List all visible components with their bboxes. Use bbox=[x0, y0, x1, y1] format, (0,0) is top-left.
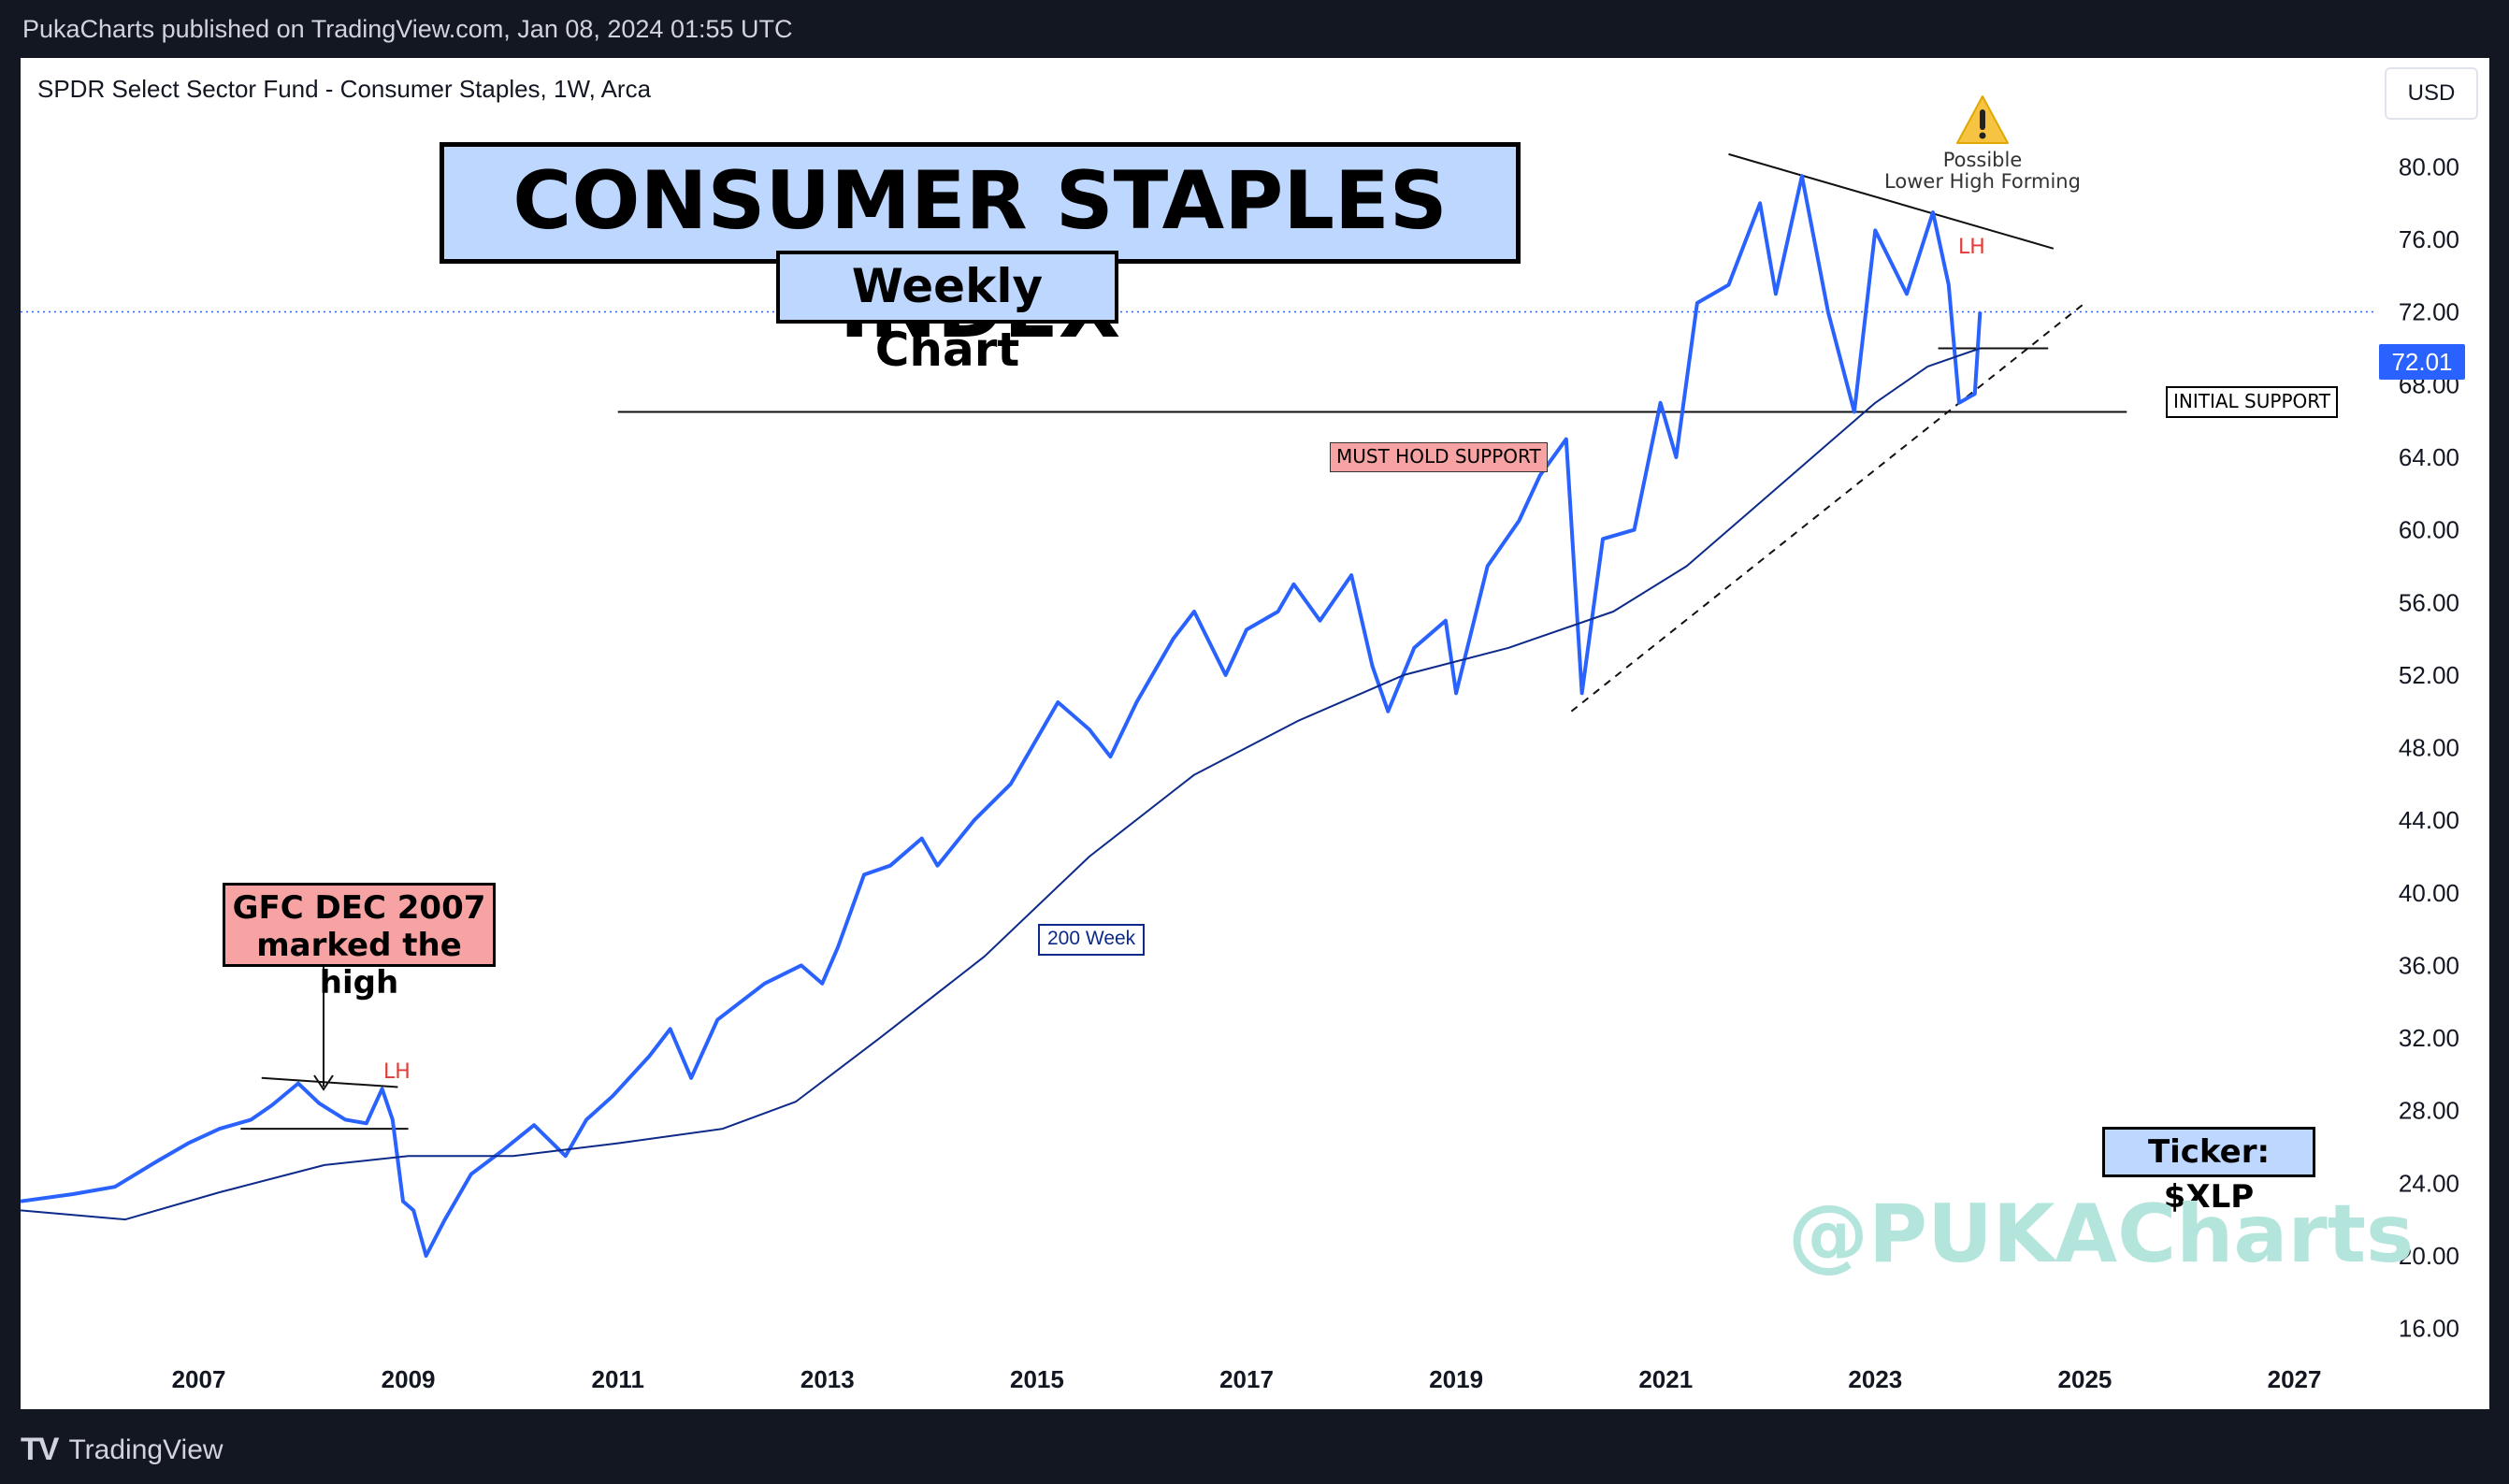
gfc-note: GFC DEC 2007 marked the high bbox=[223, 883, 496, 1001]
y-tick-label: 32.00 bbox=[2399, 1024, 2459, 1052]
y-tick-label: 44.00 bbox=[2399, 806, 2459, 834]
lower-high-warning: Possible Lower High Forming bbox=[1870, 94, 2095, 193]
watermark: @PUKACharts bbox=[1788, 1188, 2415, 1281]
gfc-note-line1: GFC DEC 2007 bbox=[232, 889, 486, 927]
x-tick-label: 2015 bbox=[1010, 1365, 1064, 1393]
x-tick-label: 2009 bbox=[382, 1365, 436, 1393]
warning-line2: Lower High Forming bbox=[1884, 170, 2081, 193]
y-tick-label: 16.00 bbox=[2399, 1315, 2459, 1343]
tradingview-logo-icon: TV bbox=[21, 1432, 59, 1467]
y-tick-label: 60.00 bbox=[2399, 516, 2459, 544]
x-tick-label: 2007 bbox=[172, 1365, 226, 1393]
y-tick-label: 56.00 bbox=[2399, 588, 2459, 616]
ma-200-label: 200 Week bbox=[1038, 924, 1146, 956]
uptrend-support-line bbox=[1570, 302, 2086, 713]
tradingview-logo[interactable]: TV TradingView bbox=[21, 1432, 224, 1468]
y-tick-label: 72.00 bbox=[2399, 298, 2459, 326]
warning-line1: Possible bbox=[1942, 149, 2023, 171]
x-tick-label: 2027 bbox=[2268, 1365, 2322, 1393]
footer-bar: TV TradingView bbox=[0, 1409, 2509, 1484]
y-tick-label: 64.00 bbox=[2399, 443, 2459, 471]
symbol-title: SPDR Select Sector Fund - Consumer Stapl… bbox=[37, 75, 652, 103]
downtrend-resistance-line bbox=[1728, 152, 2055, 250]
initial-support-label: INITIAL SUPPORT bbox=[2166, 386, 2338, 418]
must-hold-support-label: MUST HOLD SUPPORT bbox=[1330, 442, 1548, 472]
y-tick-label: 52.00 bbox=[2399, 661, 2459, 689]
y-tick-label: 28.00 bbox=[2399, 1097, 2459, 1125]
chart-title-annotation: CONSUMER STAPLES INDEX bbox=[440, 142, 1521, 356]
x-tick-label: 2019 bbox=[1429, 1365, 1483, 1393]
gfc-note-line2: marked the high bbox=[256, 927, 462, 1001]
chart-panel[interactable] bbox=[21, 58, 2489, 1409]
chart-subtitle-annotation: Weekly Chart bbox=[776, 251, 1118, 377]
price-series-line bbox=[20, 174, 1983, 1258]
y-tick-label: 48.00 bbox=[2399, 734, 2459, 762]
y-tick-label: 80.00 bbox=[2399, 152, 2459, 180]
x-tick-label: 2017 bbox=[1219, 1365, 1274, 1393]
y-tick-label: 24.00 bbox=[2399, 1169, 2459, 1197]
lh-label-2023: LH bbox=[1958, 236, 1985, 259]
x-tick-label: 2023 bbox=[1848, 1365, 1902, 1393]
warning-icon bbox=[1956, 95, 2009, 144]
lh-label-2008: LH bbox=[383, 1060, 411, 1084]
ma-200-series-line bbox=[20, 347, 1981, 1221]
x-tick-label: 2021 bbox=[1638, 1365, 1693, 1393]
x-tick-label: 2011 bbox=[592, 1365, 644, 1393]
x-tick-label: 2025 bbox=[2058, 1365, 2112, 1393]
gfc-resistance-line bbox=[261, 1076, 398, 1088]
y-tick-label: 76.00 bbox=[2399, 225, 2459, 253]
x-tick-label: 2013 bbox=[800, 1365, 855, 1393]
ticker-annotation: Ticker: $XLP bbox=[2102, 1127, 2315, 1216]
y-tick-label: 36.00 bbox=[2399, 951, 2459, 979]
tradingview-brand: TradingView bbox=[68, 1434, 224, 1465]
publish-info: PukaCharts published on TradingView.com,… bbox=[0, 0, 2509, 58]
y-tick-label: 20.00 bbox=[2399, 1242, 2459, 1270]
y-tick-label: 40.00 bbox=[2399, 879, 2459, 907]
currency-button[interactable]: USD bbox=[2385, 67, 2478, 120]
last-price-tag: 72.01 bbox=[2379, 344, 2465, 380]
gfc-arrow-head bbox=[313, 1074, 334, 1091]
